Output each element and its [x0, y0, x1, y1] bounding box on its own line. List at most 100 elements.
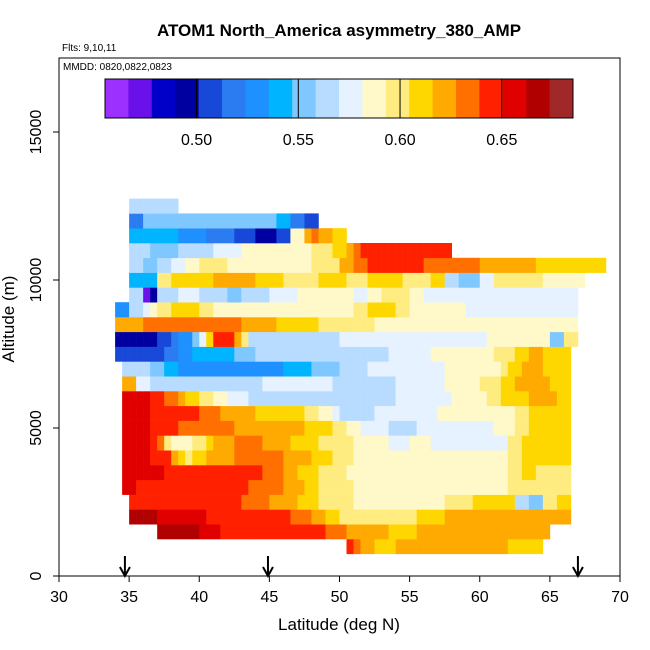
heatmap-cell [395, 272, 403, 288]
heatmap-cell [563, 479, 572, 495]
heatmap-cell [416, 465, 424, 481]
heatmap-cell [409, 494, 417, 510]
heatmap-cell [185, 376, 193, 392]
heatmap-cell [402, 243, 410, 259]
heatmap-cell [535, 391, 544, 407]
heatmap-cell [374, 243, 382, 259]
heatmap-cell [143, 228, 151, 244]
heatmap-cell [444, 272, 452, 288]
heatmap-cell [311, 361, 319, 377]
heatmap-cell [255, 450, 263, 466]
heatmap-cell [472, 272, 481, 288]
heatmap-cell [136, 376, 144, 392]
heatmap-cell [458, 391, 467, 407]
heatmap-cell [269, 391, 277, 407]
heatmap-cell [178, 243, 186, 259]
heatmap-cell [164, 272, 172, 288]
heatmap-cell [164, 331, 172, 347]
heatmap-cell [332, 361, 340, 377]
heatmap-cell [192, 420, 200, 436]
heatmap-cell [318, 494, 326, 510]
heatmap-cell [150, 479, 158, 495]
heatmap-cell [206, 228, 214, 244]
heatmap-cell [514, 272, 523, 288]
heatmap-cell [290, 435, 298, 451]
heatmap-cell [241, 317, 249, 333]
heatmap-cell [381, 272, 389, 288]
heatmap-cell [164, 302, 172, 318]
heatmap-cell [185, 494, 193, 510]
heatmap-cell [297, 509, 305, 525]
heatmap-cell [542, 272, 551, 288]
heatmap-cell [479, 257, 488, 273]
heatmap-cell [297, 213, 305, 229]
heatmap-cell [241, 243, 249, 259]
heatmap-cell [402, 257, 410, 273]
heatmap-cell [486, 302, 495, 318]
heatmap-cell [479, 524, 488, 540]
heatmap-cell [416, 435, 424, 451]
heatmap-cell [283, 479, 291, 495]
heatmap-cell [514, 420, 523, 436]
heatmap-cell [325, 479, 333, 495]
heatmap-cell [507, 494, 516, 510]
heatmap-cell [213, 465, 221, 481]
heatmap-cell [458, 420, 467, 436]
heatmap-cell [290, 420, 298, 436]
heatmap-cell [563, 435, 572, 451]
heatmap-cell [171, 331, 179, 347]
heatmap-cell [171, 420, 179, 436]
heatmap-cell [136, 331, 144, 347]
heatmap-cell [493, 509, 502, 525]
heatmap-cell [157, 479, 165, 495]
heatmap-cell [521, 376, 530, 392]
heatmap-cell [493, 331, 502, 347]
heatmap-cell [493, 479, 502, 495]
heatmap-cell [206, 243, 214, 259]
heatmap-cell [542, 376, 551, 392]
heatmap-cell [311, 435, 319, 451]
heatmap-cell [528, 465, 537, 481]
heatmap-cell [241, 361, 249, 377]
heatmap-cell [388, 509, 396, 525]
heatmap-cell [122, 376, 130, 392]
heatmap-cell [346, 302, 354, 318]
colorbar-swatch [105, 79, 129, 118]
heatmap-cell [136, 405, 144, 421]
heatmap-cell [500, 257, 509, 273]
heatmap-cell [542, 479, 551, 495]
heatmap-cell [556, 420, 565, 436]
heatmap-cell [290, 213, 298, 229]
heatmap-cell [514, 479, 523, 495]
heatmap-cell [241, 272, 249, 288]
heatmap-cell [563, 405, 572, 421]
heatmap-cell [339, 465, 347, 481]
heatmap-cell [311, 494, 319, 510]
heatmap-cell [528, 331, 537, 347]
heatmap-cell [199, 302, 207, 318]
heatmap-cell [192, 272, 200, 288]
heatmap-cell [213, 391, 221, 407]
heatmap-cell [311, 524, 319, 540]
heatmap-cell [409, 509, 417, 525]
heatmap-cell [563, 391, 572, 407]
heatmap-cell [437, 450, 445, 466]
heatmap-cell [451, 539, 460, 555]
heatmap-cell [311, 346, 319, 362]
heatmap-cell [346, 479, 354, 495]
heatmap-cell [353, 509, 361, 525]
heatmap-cell [213, 272, 221, 288]
heatmap-cell [206, 287, 214, 303]
heatmap-cell [304, 243, 312, 259]
heatmap-cell [171, 450, 179, 466]
heatmap-cell [416, 420, 424, 436]
heatmap-cell [199, 524, 207, 540]
heatmap-cell [206, 435, 214, 451]
heatmap-cell [311, 213, 319, 229]
heatmap-cell [332, 272, 340, 288]
heatmap-cell [444, 257, 452, 273]
heatmap-cell [535, 494, 544, 510]
heatmap-cell [423, 302, 431, 318]
heatmap-cell [423, 391, 431, 407]
heatmap-cell [206, 346, 214, 362]
